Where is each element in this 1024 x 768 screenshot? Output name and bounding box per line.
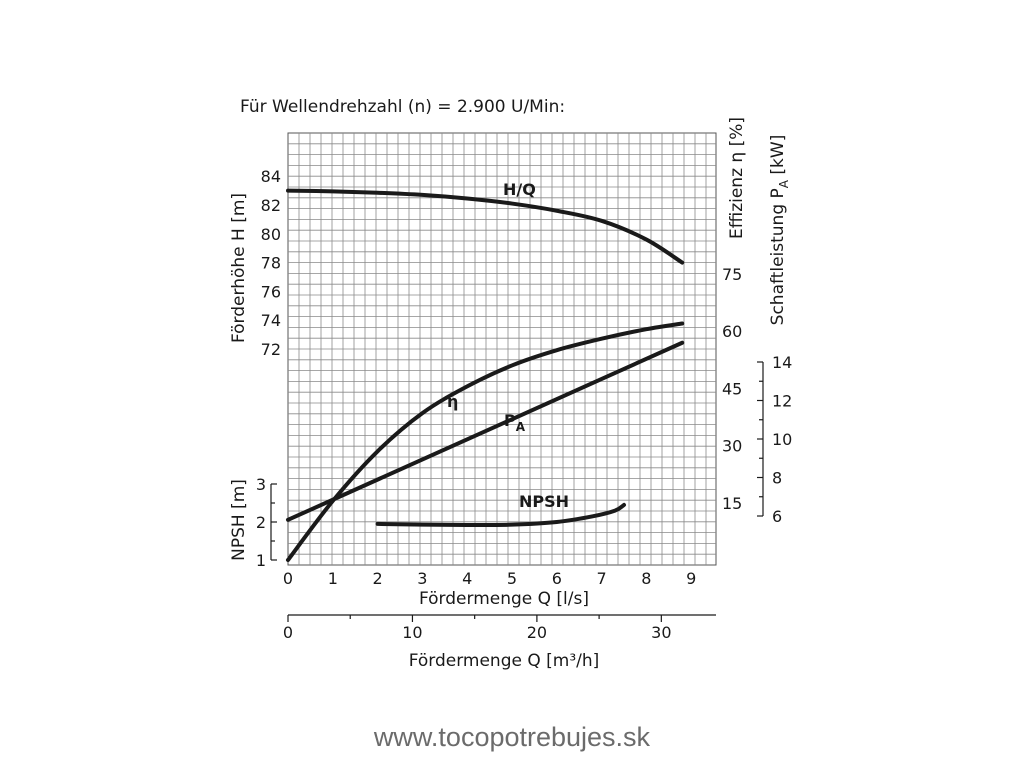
axes (270, 361, 764, 622)
power-tick-label: 8 (772, 469, 782, 488)
x2-tick-label: 30 (651, 623, 671, 642)
x-tick-label: 2 (373, 569, 383, 588)
hq-curve (286, 188, 685, 265)
y-axis-label-efficiency: Effizienz η [%] (727, 117, 747, 239)
efficiency-tick-label: 75 (722, 265, 742, 284)
head-tick-label: 80 (261, 225, 281, 244)
efficiency-tick-label: 30 (722, 437, 742, 456)
efficiency-curve (286, 321, 685, 562)
x-axis-label-ls: Fördermenge Q [l/s] (419, 589, 589, 609)
footer-url: www.tocopotrebujes.sk (373, 722, 651, 752)
npsh-tick-label: 2 (256, 513, 266, 532)
x2-tick-label: 10 (402, 623, 422, 642)
x-tick-label: 0 (283, 569, 293, 588)
head-tick-label: 78 (261, 254, 281, 273)
x-tick-label: 3 (417, 569, 427, 588)
head-tick-label: 76 (261, 282, 281, 301)
y-axis-label-shaft-power: Schaftleistung PA [kW] (768, 135, 791, 326)
x-tick-label: 6 (552, 569, 562, 588)
x2-tick-label: 20 (527, 623, 547, 642)
x-tick-label: 5 (507, 569, 517, 588)
power-tick-label: 14 (772, 353, 792, 372)
labels: Für Wellendrehzahl (n) = 2.900 U/Min: Fö… (229, 97, 792, 671)
x-tick-label: 8 (641, 569, 651, 588)
x-tick-label: 4 (462, 569, 472, 588)
head-tick-label: 84 (261, 167, 281, 186)
efficiency-label: η (447, 392, 458, 411)
x-axis-label-m3h: Fördermenge Q [m³/h] (409, 651, 600, 671)
npsh-label: NPSH (519, 492, 569, 511)
power-label: PA (504, 411, 526, 434)
x2-tick-label: 0 (283, 623, 293, 642)
head-tick-label: 74 (261, 311, 281, 330)
curves (286, 188, 685, 562)
power-tick-label: 6 (772, 507, 782, 526)
power-tick-label: 12 (772, 392, 792, 411)
npsh-tick-label: 3 (256, 475, 266, 494)
npsh-tick-label: 1 (256, 551, 266, 570)
x-tick-label: 7 (597, 569, 607, 588)
chart-title: Für Wellendrehzahl (n) = 2.900 U/Min: (240, 97, 565, 117)
y-axis-label-head: Förderhöhe H [m] (229, 193, 249, 343)
head-tick-label: 72 (261, 340, 281, 359)
x-tick-label: 9 (686, 569, 696, 588)
efficiency-tick-label: 15 (722, 494, 742, 513)
power-curve (286, 340, 685, 522)
power-tick-label: 10 (772, 430, 792, 449)
head-tick-label: 82 (261, 196, 281, 215)
grid (287, 132, 717, 566)
efficiency-tick-label: 60 (722, 322, 742, 341)
hq-label: H/Q (503, 180, 536, 199)
y-axis-label-npsh: NPSH [m] (229, 479, 249, 561)
x-tick-label: 1 (328, 569, 338, 588)
npsh-curve (375, 502, 626, 528)
efficiency-tick-label: 45 (722, 379, 742, 398)
